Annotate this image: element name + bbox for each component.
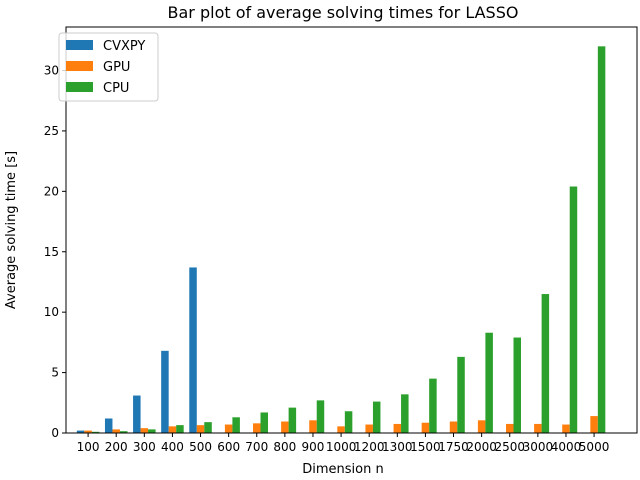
bar-gpu-2000 — [477, 420, 486, 433]
x-tick-label: 3000 — [523, 440, 554, 454]
bars-layer — [76, 46, 606, 434]
x-tick-label: 1300 — [382, 440, 413, 454]
x-axis-label: Dimension n — [302, 462, 383, 477]
bar-gpu-1000 — [337, 426, 345, 433]
bar-cpu-400 — [176, 425, 184, 433]
bar-cvxpy-100 — [76, 430, 85, 433]
y-axis: 0 5 10 15 20 25 30 — [44, 64, 66, 440]
chart-title: Bar plot of average solving times for LA… — [168, 3, 519, 22]
bar-gpu-3000 — [534, 423, 542, 433]
x-tick-label: 400 — [161, 440, 184, 454]
bar-cpu-200 — [119, 431, 128, 433]
x-tick-label: 4000 — [551, 440, 582, 454]
bar-gpu-1750 — [449, 421, 458, 433]
y-tick-label: 30 — [44, 64, 59, 78]
x-tick-label: 600 — [217, 440, 240, 454]
bar-gpu-4000 — [562, 424, 570, 433]
y-tick-label: 15 — [44, 245, 59, 259]
legend-label-cpu: CPU — [103, 81, 129, 96]
legend-label-gpu: GPU — [103, 60, 130, 75]
bar-gpu-200 — [112, 429, 120, 434]
bar-cvxpy-500 — [189, 267, 197, 433]
x-tick-label: 1500 — [410, 440, 441, 454]
plot-frame — [65, 26, 638, 434]
x-tick-label: 700 — [245, 440, 268, 454]
bar-cpu-5000 — [597, 46, 606, 433]
bar-cpu-600 — [232, 417, 240, 433]
bar-cpu-900 — [316, 400, 325, 434]
x-tick-label: 1000 — [326, 440, 357, 454]
y-tick-label: 20 — [44, 184, 59, 198]
bar-gpu-900 — [309, 420, 317, 433]
bar-cpu-4000 — [569, 186, 578, 433]
bar-cpu-1200 — [372, 401, 381, 433]
bar-gpu-2500 — [506, 423, 514, 433]
x-tick-label: 200 — [105, 440, 128, 454]
y-tick-label: 0 — [51, 426, 59, 440]
x-tick-label: 5000 — [579, 440, 610, 454]
bar-cpu-700 — [260, 412, 269, 433]
legend-label-cvxpy: CVXPY — [103, 39, 145, 54]
x-tick-label: 500 — [189, 440, 212, 454]
x-tick-label: 1200 — [354, 440, 385, 454]
legend-swatch-cpu — [66, 82, 93, 92]
bar-cvxpy-200 — [104, 418, 113, 433]
x-tick-label: 300 — [133, 440, 156, 454]
bar-cpu-1000 — [344, 411, 353, 433]
bar-cpu-800 — [288, 407, 297, 434]
legend-swatch-gpu — [66, 61, 93, 71]
y-tick-label: 10 — [44, 305, 59, 319]
bar-cpu-2000 — [485, 332, 493, 433]
bar-gpu-300 — [140, 428, 149, 433]
bar-cvxpy-300 — [133, 395, 141, 433]
bar-cpu-1300 — [401, 394, 409, 433]
bar-gpu-600 — [224, 424, 233, 433]
bar-gpu-500 — [196, 425, 205, 433]
x-tick-label: 800 — [273, 440, 296, 454]
y-tick-label: 5 — [51, 366, 59, 380]
legend-swatch-cvxpy — [66, 40, 93, 50]
bar-gpu-1300 — [393, 423, 402, 433]
y-tick-label: 25 — [44, 124, 59, 138]
x-tick-label: 100 — [77, 440, 100, 454]
bar-gpu-800 — [281, 421, 289, 433]
bar-cpu-1750 — [457, 356, 465, 434]
bar-gpu-5000 — [590, 416, 598, 433]
bar-gpu-1500 — [421, 422, 430, 433]
bar-gpu-1200 — [365, 424, 373, 433]
bar-cpu-2500 — [513, 337, 521, 433]
bar-gpu-700 — [253, 423, 261, 433]
y-axis-label: Average solving time [s] — [4, 151, 19, 309]
x-tick-label: 2000 — [466, 440, 497, 454]
bar-cpu-100 — [91, 431, 100, 433]
x-axis: 100 200 300 400 500 600 700 800 900 1000120013001… — [77, 433, 610, 454]
bar-cvxpy-400 — [161, 350, 169, 433]
bar-cpu-500 — [204, 422, 212, 434]
bar-cpu-300 — [148, 429, 156, 434]
x-tick-label: 1750 — [438, 440, 469, 454]
bar-cpu-1500 — [429, 378, 437, 434]
bar-gpu-100 — [84, 430, 92, 433]
legend: CVXPY GPU CPU — [58, 32, 159, 102]
x-tick-label: 900 — [302, 440, 325, 454]
x-tick-label: 2500 — [494, 440, 525, 454]
bar-gpu-400 — [168, 426, 177, 433]
bar-cpu-3000 — [541, 294, 550, 433]
